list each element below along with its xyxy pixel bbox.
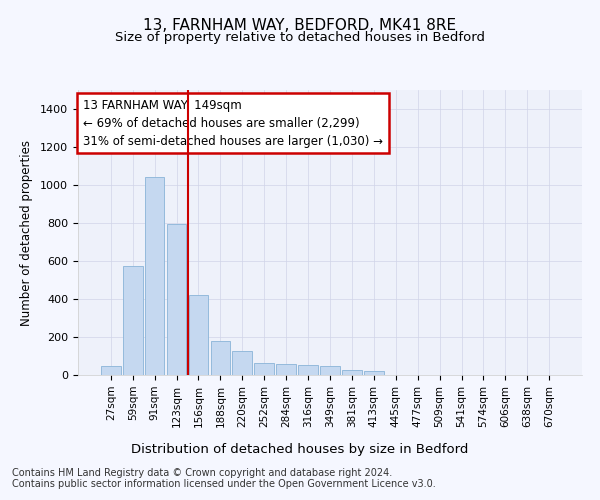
Bar: [101, 366, 121, 375]
Bar: [188, 295, 208, 375]
Bar: [167, 224, 187, 375]
Text: 13, FARNHAM WAY, BEDFORD, MK41 8RE: 13, FARNHAM WAY, BEDFORD, MK41 8RE: [143, 18, 457, 32]
Bar: [211, 341, 230, 375]
Text: Distribution of detached houses by size in Bedford: Distribution of detached houses by size …: [131, 442, 469, 456]
Bar: [232, 350, 252, 375]
Bar: [298, 364, 318, 375]
Bar: [123, 266, 143, 375]
Bar: [254, 363, 274, 375]
Bar: [145, 178, 164, 375]
Bar: [320, 366, 340, 375]
Text: 13 FARNHAM WAY: 149sqm
← 69% of detached houses are smaller (2,299)
31% of semi-: 13 FARNHAM WAY: 149sqm ← 69% of detached…: [83, 98, 383, 148]
Text: Contains public sector information licensed under the Open Government Licence v3: Contains public sector information licen…: [12, 479, 436, 489]
Y-axis label: Number of detached properties: Number of detached properties: [20, 140, 33, 326]
Bar: [276, 364, 296, 375]
Bar: [364, 371, 384, 375]
Bar: [342, 370, 362, 375]
Text: Contains HM Land Registry data © Crown copyright and database right 2024.: Contains HM Land Registry data © Crown c…: [12, 468, 392, 477]
Text: Size of property relative to detached houses in Bedford: Size of property relative to detached ho…: [115, 32, 485, 44]
